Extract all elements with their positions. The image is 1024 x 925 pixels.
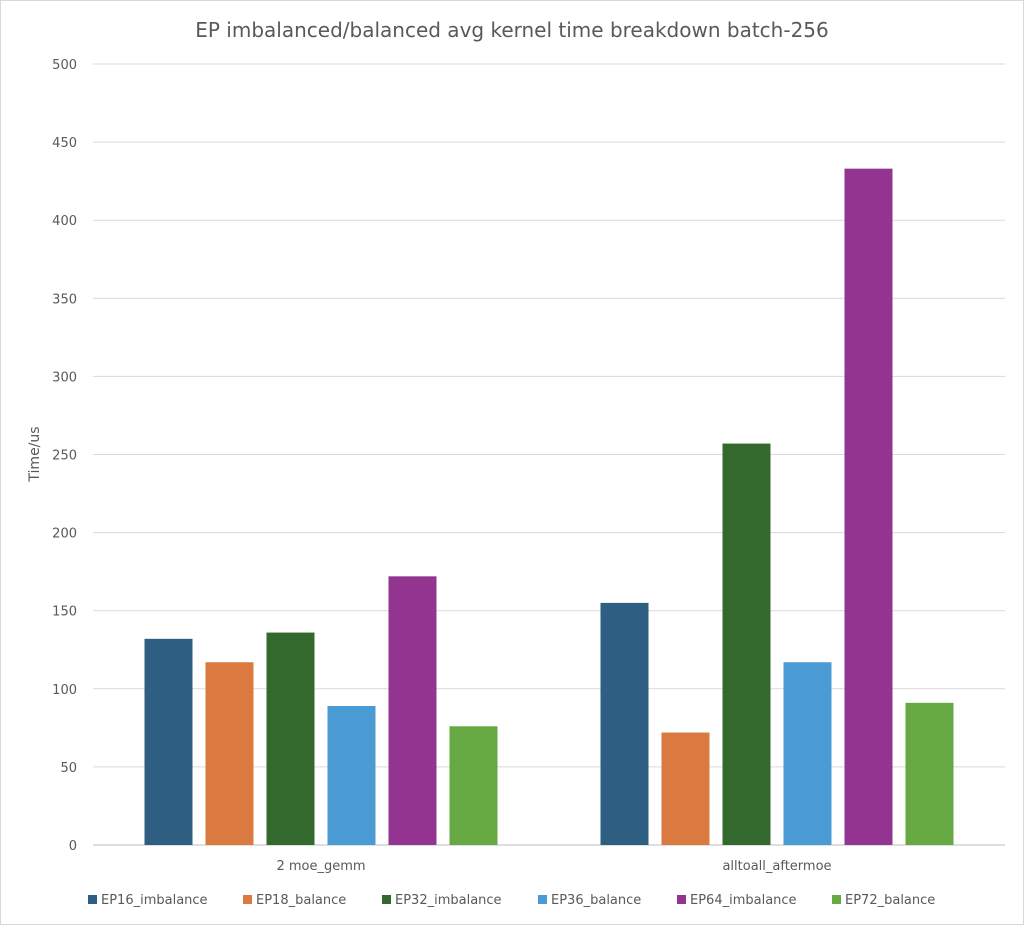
bar-EP18_balance-2-moe_gemm: [205, 662, 254, 845]
y-tick-label: 150: [52, 605, 77, 620]
y-tick-label: 50: [60, 761, 77, 776]
bar-EP36_balance-2-moe_gemm: [327, 705, 376, 845]
x-category-label: 2 moe_gemm: [276, 859, 365, 874]
y-tick-label: 350: [52, 292, 77, 307]
legend-swatch-EP32_imbalance: [382, 895, 391, 904]
x-axis-ticks: 2 moe_gemm alltoall_aftermoe: [276, 859, 831, 874]
bar-EP16_imbalance-alltoall_aftermoe: [600, 602, 649, 845]
y-tick-label: 300: [52, 370, 77, 385]
legend-label-EP72_balance: EP72_balance: [845, 893, 935, 908]
bar-EP64_imbalance-2-moe_gemm: [388, 576, 437, 845]
legend-swatch-EP72_balance: [832, 895, 841, 904]
y-tick-label: 0: [69, 839, 77, 854]
y-tick-label: 500: [52, 58, 77, 73]
y-tick-label: 250: [52, 449, 77, 464]
legend-swatch-EP18_balance: [243, 895, 252, 904]
bar-EP32_imbalance-alltoall_aftermoe: [722, 443, 771, 845]
bar-EP16_imbalance-2-moe_gemm: [144, 638, 193, 845]
bar-EP36_balance-alltoall_aftermoe: [783, 662, 832, 845]
chart-title: EP imbalanced/balanced avg kernel time b…: [195, 18, 829, 42]
bar-EP64_imbalance-alltoall_aftermoe: [844, 168, 893, 846]
legend-label-EP36_balance: EP36_balance: [551, 893, 641, 908]
bar-EP32_imbalance-2-moe_gemm: [266, 632, 315, 845]
bar-EP72_balance-2-moe_gemm: [449, 726, 498, 845]
legend-swatch-EP16_imbalance: [88, 895, 97, 904]
legend-swatch-EP36_balance: [538, 895, 547, 904]
legend-label-EP64_imbalance: EP64_imbalance: [690, 893, 797, 908]
bars: [144, 168, 954, 846]
legend-label-EP16_imbalance: EP16_imbalance: [101, 893, 208, 908]
legend-swatch-EP64_imbalance: [677, 895, 686, 904]
y-tick-label: 450: [52, 136, 77, 151]
y-tick-label: 100: [52, 683, 77, 698]
legend: EP16_imbalance EP18_balance EP32_imbalance…: [88, 893, 935, 908]
bar-EP72_balance-alltoall_aftermoe: [905, 702, 954, 845]
y-axis-ticks: 0 50 100 150 200 250 300 350 400 450 500: [52, 58, 77, 854]
y-tick-label: 400: [52, 214, 77, 229]
bar-EP18_balance-alltoall_aftermoe: [661, 732, 710, 845]
legend-label-EP32_imbalance: EP32_imbalance: [395, 893, 502, 908]
y-tick-label: 200: [52, 527, 77, 542]
x-category-label: alltoall_aftermoe: [722, 859, 831, 874]
legend-label-EP18_balance: EP18_balance: [256, 893, 346, 908]
y-axis-label: Time/us: [27, 426, 43, 482]
